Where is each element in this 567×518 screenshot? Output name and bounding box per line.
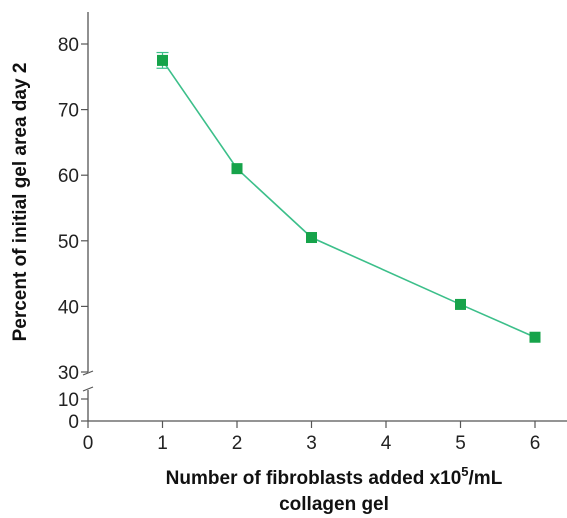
y-tick-label: 40	[58, 297, 79, 318]
x-axis-title-line-2: collagen gel	[279, 494, 389, 515]
x-tick-label: 3	[306, 433, 317, 454]
x-tick-label: 1	[157, 433, 168, 454]
y-tick-label: 30	[58, 363, 79, 384]
y-tick-label: 70	[58, 101, 79, 122]
y-tick-label: 80	[58, 35, 79, 56]
x-tick-label: 4	[381, 433, 392, 454]
axes	[82, 12, 567, 422]
x-tick-label: 2	[232, 433, 243, 454]
y-tick-label: 0	[68, 412, 79, 433]
x-axis-title: Number of fibroblasts added x105/mL	[166, 464, 503, 489]
x-tick-label: 5	[455, 433, 466, 454]
data-point-marker	[306, 232, 317, 244]
y-axis-title: Percent of initial gel area day 2	[10, 63, 31, 342]
x-tick-label: 0	[83, 433, 94, 454]
series-line	[161, 59, 536, 338]
data-point-marker	[157, 54, 168, 66]
y-tick-label: 50	[58, 232, 79, 253]
data-point-marker	[529, 331, 541, 343]
data-point-marker	[455, 298, 466, 310]
x-axis-title-main: Number of fibroblasts added x10	[166, 468, 462, 489]
data-point-marker	[231, 163, 243, 175]
x-axis-title-superscript: 5	[461, 464, 468, 479]
y-tick-label: 10	[58, 390, 79, 411]
axis-break-mark-lower	[82, 386, 94, 392]
axis-break-mark-upper	[82, 370, 94, 376]
y-tick-label: 60	[58, 166, 79, 187]
x-tick-label: 6	[530, 433, 541, 454]
x-axis-title-unit: /mL	[469, 468, 503, 489]
data-series	[156, 51, 541, 343]
